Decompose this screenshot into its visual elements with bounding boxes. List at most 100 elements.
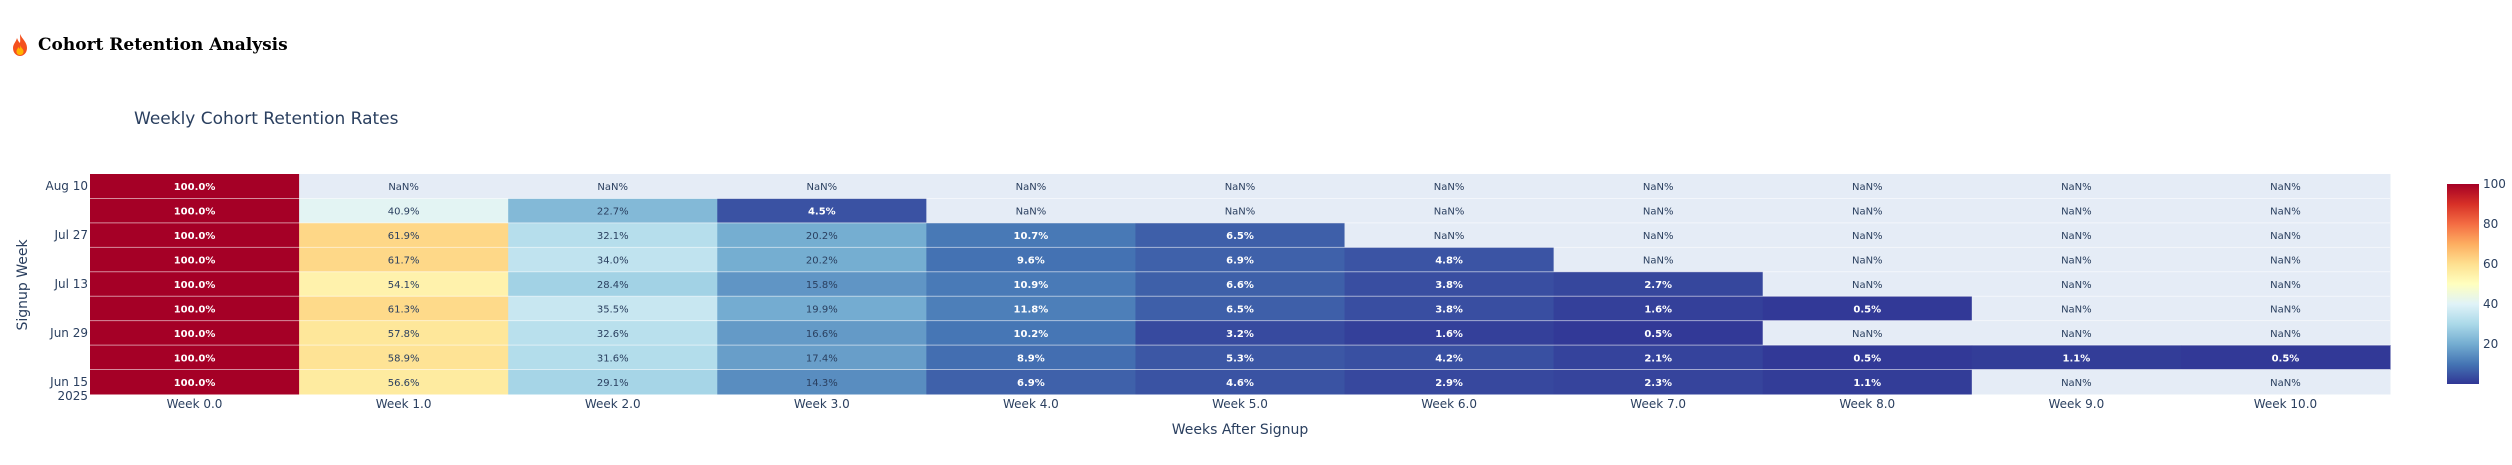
colorbar: 100 80 60 40 20 (2447, 177, 2506, 384)
heatmap-cell (1135, 247, 1346, 273)
heatmap-cell (508, 296, 718, 322)
cell-value-label: NaN% (2061, 231, 2092, 242)
y-tick-label: Jun 15 2025 (49, 375, 88, 403)
heatmap-cell (1971, 222, 2182, 248)
cell-value-label: 5.3% (1226, 353, 1254, 364)
cell-value-label: 3.8% (1435, 304, 1463, 315)
heatmap-cell (1971, 296, 2182, 322)
heatmap-cell (2180, 247, 2391, 273)
heatmap-cell (1971, 174, 2182, 199)
heatmap-cell (1762, 271, 1973, 297)
heatmap-cell (1971, 247, 2182, 273)
heatmap-cell (299, 198, 509, 224)
cell-value-label: NaN% (2270, 182, 2301, 193)
cell-value-label: NaN% (1852, 182, 1883, 193)
cell-value-label: 61.3% (388, 304, 420, 315)
x-tick-labels: Week 0.0 Week 1.0 Week 2.0 Week 3.0 Week 4.0… (167, 397, 2318, 411)
heatmap-cell (1971, 271, 2182, 297)
cell-value-label: 34.0% (597, 256, 629, 267)
cell-value-label: NaN% (1434, 182, 1465, 193)
heatmap-cell (1344, 320, 1555, 346)
cell-value-label: 1.1% (1853, 378, 1881, 389)
y-tick-label: Jul 13 (53, 277, 88, 291)
cell-value-label: NaN% (2061, 207, 2092, 218)
x-tick-label: Week 7.0 (1630, 397, 1686, 411)
heatmap-cell-labels: 100.0% NaN% NaN% NaN% NaN% NaN% NaN% NaN% NaN% Na… (174, 182, 2301, 389)
y-axis-label: Signup Week (15, 239, 31, 331)
cell-value-label: NaN% (1852, 207, 1883, 218)
cell-value-label: NaN% (1643, 256, 1674, 267)
cell-value-label: 100.0% (174, 353, 216, 364)
heatmap-cell (1135, 271, 1346, 297)
heatmap-cell (926, 222, 1136, 248)
heatmap-cell (717, 198, 927, 224)
heatmap-cell (926, 198, 1136, 224)
cell-value-label: 10.2% (1014, 329, 1049, 340)
cell-value-label: NaN% (1643, 231, 1674, 242)
heatmap-cell (90, 174, 300, 199)
cell-value-label: 100.0% (174, 329, 216, 340)
cell-value-label: NaN% (1016, 182, 1047, 193)
x-tick-label: Week 5.0 (1212, 397, 1268, 411)
cell-value-label: 35.5% (597, 304, 629, 315)
cell-value-label: 8.9% (1017, 353, 1045, 364)
app-title: Cohort Retention Analysis (38, 35, 288, 55)
cell-value-label: 6.5% (1226, 304, 1254, 315)
cell-value-label: NaN% (1852, 280, 1883, 291)
cell-value-label: 4.5% (808, 207, 836, 218)
heatmap-cell (1344, 369, 1555, 395)
cell-value-label: 100.0% (174, 304, 216, 315)
heatmap-cell (717, 174, 927, 199)
heatmap-cell (1553, 369, 1764, 395)
cell-value-label: 61.9% (388, 231, 420, 242)
heatmap-cell (508, 345, 718, 371)
heatmap-cell (299, 296, 509, 322)
heatmap-cell (508, 320, 718, 346)
heatmap-cell (1971, 198, 2182, 224)
heatmap-cell (926, 320, 1136, 346)
cell-value-label: 4.2% (1435, 353, 1463, 364)
cell-value-label: 0.5% (1644, 329, 1672, 340)
cell-value-label: NaN% (2270, 256, 2301, 267)
heatmap-cell (508, 271, 718, 297)
colorbar-tick-label: 80 (2483, 217, 2498, 231)
cell-value-label: 1.1% (2062, 353, 2090, 364)
cell-value-label: 58.9% (388, 353, 420, 364)
heatmap-cell (1762, 369, 1973, 395)
cell-value-label: 1.6% (1435, 329, 1463, 340)
cell-value-label: 100.0% (174, 280, 216, 291)
heatmap-cell (1971, 345, 2182, 371)
heatmap-cell (299, 247, 509, 273)
heatmap-cell (717, 296, 927, 322)
heatmap-cell (717, 369, 927, 395)
heatmap-cell (926, 271, 1136, 297)
heatmap-cell (2180, 271, 2391, 297)
heatmap-cell (1762, 345, 1973, 371)
cell-value-label: NaN% (2061, 304, 2092, 315)
cell-value-label: 17.4% (806, 353, 838, 364)
cell-value-label: 15.8% (806, 280, 838, 291)
cell-value-label: 9.6% (1017, 256, 1045, 267)
cell-value-label: 100.0% (174, 207, 216, 218)
cell-value-label: 20.2% (806, 256, 838, 267)
heatmap-cell (926, 174, 1136, 199)
x-tick-label: Week 0.0 (167, 397, 223, 411)
cell-value-label: 2.3% (1644, 378, 1672, 389)
heatmap-cell (1971, 320, 2182, 346)
heatmap-cell (926, 247, 1136, 273)
cell-value-label: 6.9% (1017, 378, 1045, 389)
cell-value-label: NaN% (1852, 231, 1883, 242)
heatmap-cell (299, 320, 509, 346)
heatmap-cell (1344, 247, 1555, 273)
cell-value-label: NaN% (2270, 207, 2301, 218)
cell-value-label: 0.5% (1853, 353, 1881, 364)
heatmap-cell (1344, 345, 1555, 371)
cell-value-label: 2.1% (1644, 353, 1672, 364)
heatmap-cell (299, 369, 509, 395)
cell-value-label: NaN% (1643, 207, 1674, 218)
heatmap-cell (1553, 345, 1764, 371)
cell-value-label: NaN% (1016, 207, 1047, 218)
y-tick-label: Jun 29 (49, 326, 88, 340)
app-header: Cohort Retention Analysis (10, 30, 288, 60)
